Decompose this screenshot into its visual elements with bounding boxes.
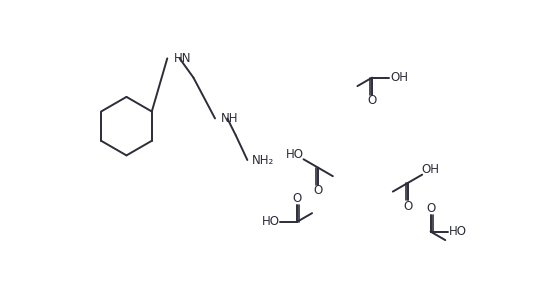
Text: OH: OH	[422, 163, 440, 176]
Text: NH: NH	[221, 112, 239, 125]
Text: HO: HO	[286, 148, 304, 161]
Text: OH: OH	[390, 71, 408, 84]
Text: HO: HO	[449, 225, 467, 238]
Text: O: O	[403, 200, 412, 213]
Text: O: O	[293, 192, 302, 205]
Text: NH₂: NH₂	[252, 153, 274, 166]
Text: O: O	[426, 202, 435, 215]
Text: HN: HN	[174, 52, 191, 65]
Text: O: O	[368, 94, 377, 107]
Text: HO: HO	[262, 215, 279, 228]
Text: O: O	[314, 184, 323, 197]
